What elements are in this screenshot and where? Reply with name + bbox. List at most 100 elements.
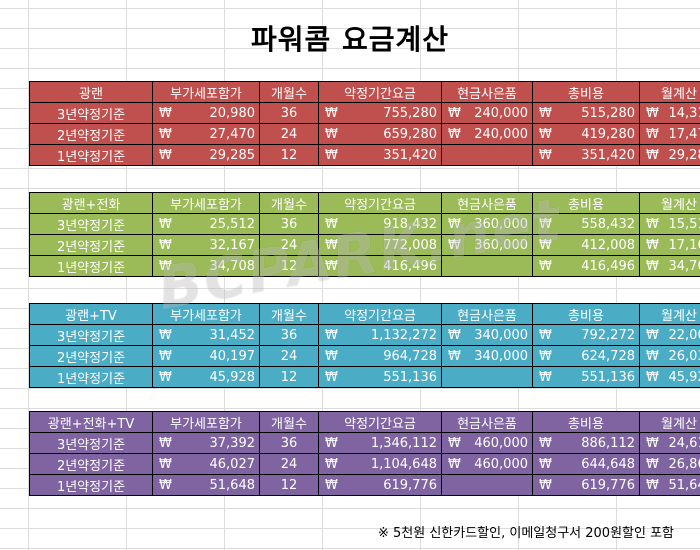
row-label-cell[interactable]: 1년약정기준 [29,144,153,166]
column-header-cell[interactable]: 개월수 [259,81,319,103]
period-cell[interactable]: ₩351,420 [318,144,442,166]
price-cell[interactable]: ₩31,452 [152,324,260,346]
gift-cell[interactable] [441,144,533,166]
monthly-cell[interactable]: ₩45,928 [639,366,700,388]
period-cell[interactable]: ₩964,728 [318,345,442,367]
column-header-cell[interactable]: 월계산 [639,411,700,433]
months-cell[interactable]: 12 [259,144,319,166]
column-header-cell[interactable]: 월계산 [639,303,700,325]
row-label-cell[interactable]: 1년약정기준 [29,474,153,496]
price-cell[interactable]: ₩34,708 [152,255,260,277]
total-cell[interactable]: ₩644,648 [532,453,640,475]
column-header-cell[interactable]: 부가세포함가 [152,81,260,103]
price-cell[interactable]: ₩32,167 [152,234,260,256]
price-cell[interactable]: ₩25,512 [152,213,260,235]
period-cell[interactable]: ₩619,776 [318,474,442,496]
gift-cell[interactable] [441,366,533,388]
total-cell[interactable]: ₩419,280 [532,123,640,145]
gift-cell[interactable] [441,474,533,496]
column-header-cell[interactable]: 개월수 [259,411,319,433]
monthly-cell[interactable]: ₩17,167 [639,234,700,256]
table-title-cell[interactable]: 광랜+전화 [29,192,153,214]
price-cell[interactable]: ₩20,980 [152,102,260,124]
monthly-cell[interactable]: ₩34,708 [639,255,700,277]
total-cell[interactable]: ₩886,112 [532,432,640,454]
gift-cell[interactable]: ₩240,000 [441,102,533,124]
column-header-cell[interactable]: 개월수 [259,303,319,325]
gift-cell[interactable]: ₩240,000 [441,123,533,145]
row-label-cell[interactable]: 1년약정기준 [29,366,153,388]
table-title-cell[interactable]: 광랜 [29,81,153,103]
row-label-cell[interactable]: 3년약정기준 [29,213,153,235]
monthly-cell[interactable]: ₩51,648 [639,474,700,496]
months-cell[interactable]: 12 [259,255,319,277]
monthly-cell[interactable]: ₩26,030 [639,345,700,367]
gift-cell[interactable]: ₩460,000 [441,453,533,475]
months-cell[interactable]: 12 [259,366,319,388]
months-cell[interactable]: 36 [259,324,319,346]
column-header-cell[interactable]: 약정기간요금 [318,303,442,325]
months-cell[interactable]: 24 [259,234,319,256]
row-label-cell[interactable]: 3년약정기준 [29,102,153,124]
period-cell[interactable]: ₩1,132,272 [318,324,442,346]
months-cell[interactable]: 36 [259,432,319,454]
price-cell[interactable]: ₩40,197 [152,345,260,367]
monthly-cell[interactable]: ₩26,860 [639,453,700,475]
column-header-cell[interactable]: 부가세포함가 [152,411,260,433]
price-cell[interactable]: ₩37,392 [152,432,260,454]
gift-cell[interactable] [441,255,533,277]
monthly-cell[interactable]: ₩17,470 [639,123,700,145]
months-cell[interactable]: 24 [259,123,319,145]
period-cell[interactable]: ₩918,432 [318,213,442,235]
column-header-cell[interactable]: 개월수 [259,192,319,214]
price-cell[interactable]: ₩45,928 [152,366,260,388]
column-header-cell[interactable]: 총비용 [532,192,640,214]
gift-cell[interactable]: ₩340,000 [441,345,533,367]
column-header-cell[interactable]: 현금사은품 [441,81,533,103]
column-header-cell[interactable]: 현금사은품 [441,411,533,433]
period-cell[interactable]: ₩659,280 [318,123,442,145]
period-cell[interactable]: ₩755,280 [318,102,442,124]
monthly-cell[interactable]: ₩24,614 [639,432,700,454]
total-cell[interactable]: ₩624,728 [532,345,640,367]
table-title-cell[interactable]: 광랜+전화+TV [29,411,153,433]
table-title-cell[interactable]: 광랜+TV [29,303,153,325]
total-cell[interactable]: ₩558,432 [532,213,640,235]
monthly-cell[interactable]: ₩22,008 [639,324,700,346]
price-cell[interactable]: ₩51,648 [152,474,260,496]
column-header-cell[interactable]: 총비용 [532,411,640,433]
row-label-cell[interactable]: 3년약정기준 [29,432,153,454]
column-header-cell[interactable]: 총비용 [532,303,640,325]
period-cell[interactable]: ₩551,136 [318,366,442,388]
price-cell[interactable]: ₩29,285 [152,144,260,166]
monthly-cell[interactable]: ₩15,512 [639,213,700,235]
period-cell[interactable]: ₩772,008 [318,234,442,256]
gift-cell[interactable]: ₩340,000 [441,324,533,346]
row-label-cell[interactable]: 3년약정기준 [29,324,153,346]
monthly-cell[interactable]: ₩29,285 [639,144,700,166]
months-cell[interactable]: 36 [259,102,319,124]
column-header-cell[interactable]: 현금사은품 [441,303,533,325]
column-header-cell[interactable]: 월계산 [639,192,700,214]
total-cell[interactable]: ₩412,008 [532,234,640,256]
column-header-cell[interactable]: 약정기간요금 [318,192,442,214]
total-cell[interactable]: ₩619,776 [532,474,640,496]
column-header-cell[interactable]: 총비용 [532,81,640,103]
column-header-cell[interactable]: 부가세포함가 [152,192,260,214]
column-header-cell[interactable]: 약정기간요금 [318,411,442,433]
price-cell[interactable]: ₩46,027 [152,453,260,475]
months-cell[interactable]: 36 [259,213,319,235]
total-cell[interactable]: ₩515,280 [532,102,640,124]
total-cell[interactable]: ₩416,496 [532,255,640,277]
row-label-cell[interactable]: 2년약정기준 [29,123,153,145]
monthly-cell[interactable]: ₩14,313 [639,102,700,124]
total-cell[interactable]: ₩351,420 [532,144,640,166]
row-label-cell[interactable]: 2년약정기준 [29,234,153,256]
period-cell[interactable]: ₩1,346,112 [318,432,442,454]
row-label-cell[interactable]: 2년약정기준 [29,345,153,367]
row-label-cell[interactable]: 2년약정기준 [29,453,153,475]
price-cell[interactable]: ₩27,470 [152,123,260,145]
months-cell[interactable]: 24 [259,345,319,367]
months-cell[interactable]: 12 [259,474,319,496]
column-header-cell[interactable]: 현금사은품 [441,192,533,214]
